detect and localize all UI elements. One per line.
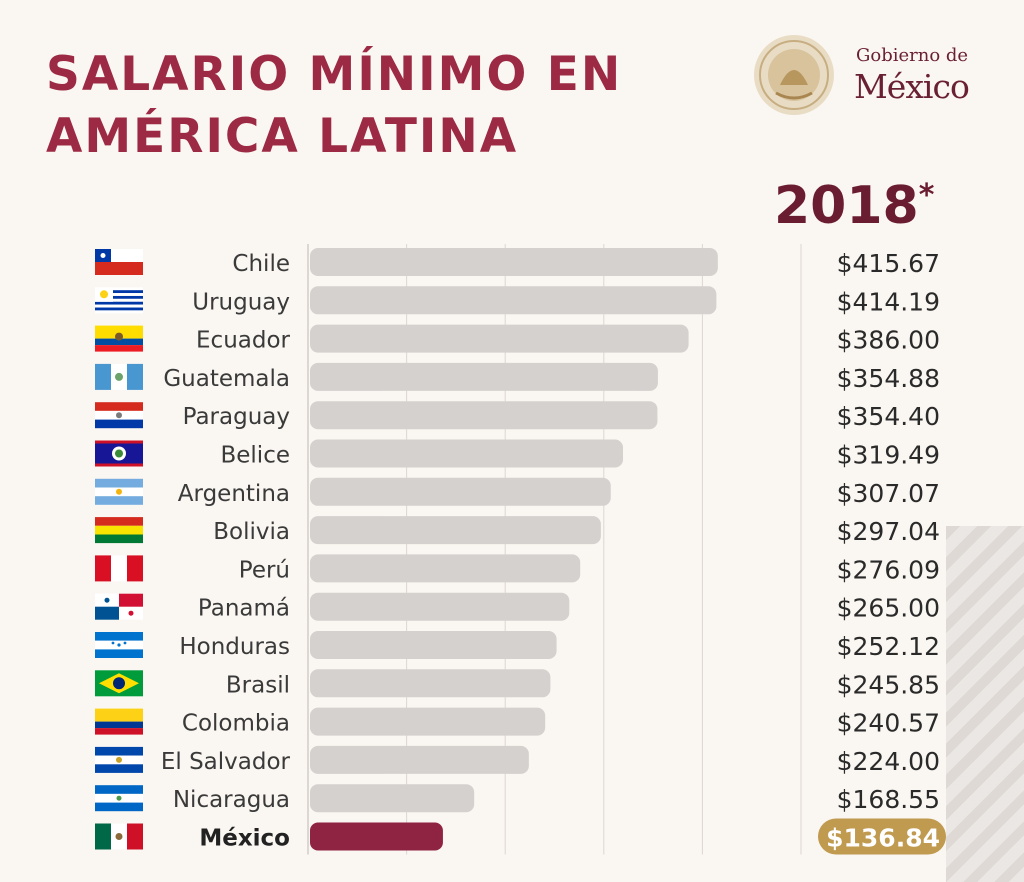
page-title: SALARIO MÍNIMO EN AMÉRICA LATINA [46, 44, 622, 168]
bar [310, 784, 475, 813]
ecuador-flag [95, 325, 143, 352]
category-label: El Salvador [161, 749, 291, 775]
highlight-label-background [818, 818, 946, 855]
value-label: $307.07 [837, 479, 940, 508]
bar [310, 362, 658, 391]
brand-small-text: Gobierno de [856, 45, 969, 66]
category-label: Brasil [226, 672, 290, 698]
bar [310, 822, 443, 851]
value-label: $414.19 [837, 287, 940, 316]
value-label: $354.40 [837, 402, 940, 431]
value-label: $168.55 [837, 785, 940, 814]
uruguay-flag [95, 287, 143, 314]
category-label: Uruguay [192, 289, 290, 315]
category-label: Chile [232, 251, 290, 277]
chile-flag [95, 249, 143, 275]
value-label: $136.84 [826, 824, 940, 853]
colombia-flag [95, 708, 143, 735]
bar [310, 554, 581, 583]
peru-flag [95, 555, 143, 582]
value-label: $319.49 [837, 441, 940, 470]
value-label: $252.12 [837, 632, 940, 661]
guatemala-flag [95, 363, 143, 390]
category-label: Colombia [182, 711, 290, 737]
value-label: $386.00 [837, 326, 940, 355]
value-label: $224.00 [837, 747, 940, 776]
year-value: 2018 [774, 176, 919, 236]
el-salvador-flag [95, 746, 143, 773]
value-label: $245.85 [837, 670, 940, 699]
bar [310, 401, 658, 430]
brazil-flag [95, 670, 143, 697]
bar [310, 248, 718, 276]
panama-flag [95, 593, 143, 620]
bar [310, 631, 557, 659]
value-label: $415.67 [837, 249, 940, 278]
title-line-1: SALARIO MÍNIMO EN [46, 47, 623, 102]
category-label: Argentina [178, 481, 290, 507]
year-footnote-mark: * [918, 178, 935, 213]
brand-big-text: México [854, 67, 970, 106]
bar [310, 324, 689, 353]
bolivia-flag [95, 517, 143, 544]
category-label: Paraguay [183, 404, 290, 430]
category-label: Honduras [179, 634, 290, 660]
value-label: $240.57 [837, 709, 940, 738]
title-line-2: AMÉRICA LATINA [46, 109, 519, 164]
nicaragua-flag [95, 785, 143, 812]
value-label: $276.09 [837, 555, 940, 584]
paraguay-flag [95, 402, 143, 429]
mexico-flag [95, 823, 143, 850]
value-label: $354.88 [837, 364, 940, 393]
argentina-flag [95, 478, 143, 505]
bar [310, 745, 529, 774]
belize-flag [95, 440, 143, 467]
category-label: Ecuador [196, 328, 291, 354]
year-label: 2018* [774, 176, 934, 236]
category-label: México [199, 826, 290, 852]
gobierno-de-mexico-logo: Gobierno de México [752, 33, 1002, 123]
category-label: Guatemala [163, 366, 290, 392]
value-label: $265.00 [837, 594, 940, 623]
honduras-flag [95, 632, 143, 658]
bar [310, 477, 611, 506]
category-label: Bolivia [213, 519, 290, 545]
bar [310, 669, 551, 698]
bar [310, 286, 717, 315]
category-label: Panamá [198, 596, 290, 622]
national-seal-icon [754, 35, 834, 115]
bar [310, 707, 546, 736]
category-label: Belice [220, 443, 290, 469]
bar [310, 592, 570, 621]
category-label: Nicaragua [173, 787, 290, 813]
category-label: Perú [239, 557, 290, 583]
bar [310, 439, 624, 468]
value-label: $297.04 [837, 517, 940, 546]
decorative-pattern [946, 526, 1024, 882]
bar [310, 516, 601, 545]
